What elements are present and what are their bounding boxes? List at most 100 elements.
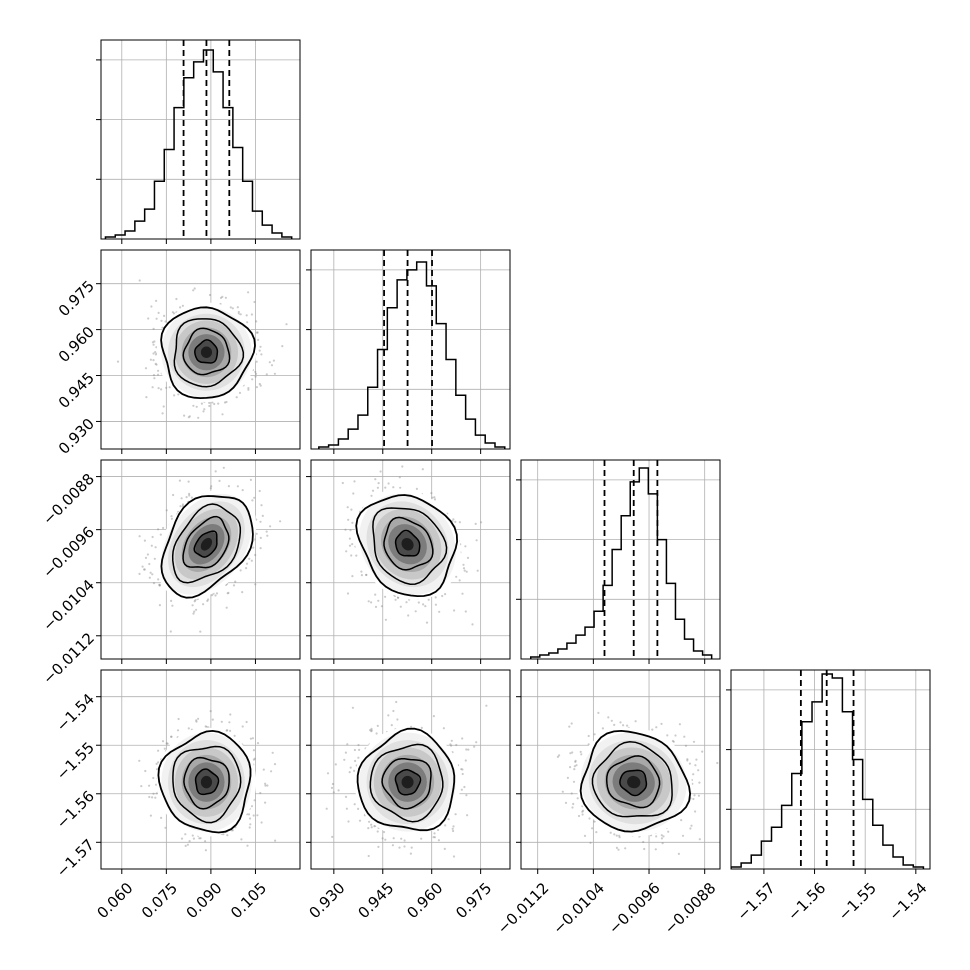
y-tick-label: −1.54 <box>53 690 98 735</box>
panel-frame <box>100 249 301 450</box>
sample-point <box>192 404 195 407</box>
sample-point <box>475 741 478 744</box>
sample-point <box>247 388 250 391</box>
sample-point <box>198 837 201 840</box>
sample-point <box>572 780 576 783</box>
y-tick-label: −1.57 <box>53 836 98 881</box>
sample-point <box>207 598 210 601</box>
sample-point <box>226 729 229 732</box>
sample-point <box>686 759 689 762</box>
sample-point <box>568 725 571 728</box>
sample-point <box>149 571 152 574</box>
sample-point <box>266 534 269 537</box>
sample-point <box>371 489 375 492</box>
scatter-panel-2-1 <box>306 459 511 664</box>
sample-point <box>256 742 260 745</box>
sample-point <box>252 758 255 761</box>
sample-point <box>415 487 418 490</box>
sample-point <box>360 570 363 573</box>
sample-point <box>350 508 353 511</box>
sample-point <box>409 852 412 855</box>
sample-point <box>463 569 466 572</box>
contour-line <box>356 727 456 832</box>
sample-point <box>417 601 420 604</box>
sample-point <box>587 734 590 738</box>
contour-line <box>160 306 256 400</box>
sample-point <box>403 839 406 842</box>
sample-point <box>370 729 373 732</box>
sample-point <box>233 734 236 738</box>
sample-point <box>253 757 256 760</box>
sample-point <box>255 386 258 389</box>
sample-point <box>241 489 244 492</box>
contour-line <box>194 339 219 364</box>
sample-point <box>674 734 677 737</box>
sample-point <box>247 291 250 294</box>
sample-point <box>396 596 400 599</box>
sample-point <box>433 496 436 499</box>
sample-point <box>569 766 572 769</box>
sample-point <box>261 514 264 518</box>
x-tick-label: −0.0104 <box>549 879 608 938</box>
sample-point <box>473 745 476 748</box>
sample-point <box>173 394 176 397</box>
sample-point <box>148 795 151 799</box>
contour-line <box>394 529 421 557</box>
sample-point <box>455 575 458 578</box>
sample-point <box>165 742 168 745</box>
sample-point <box>232 584 236 587</box>
sample-point <box>348 537 351 540</box>
sample-point <box>221 413 224 416</box>
sample-point <box>398 846 401 849</box>
sample-point <box>154 362 157 365</box>
sample-point <box>370 494 373 497</box>
sample-point <box>383 830 386 834</box>
sample-point <box>350 554 353 557</box>
sample-point <box>150 305 153 308</box>
sample-point <box>150 544 153 547</box>
sample-point <box>170 735 173 738</box>
sample-point <box>370 730 373 733</box>
y-tick-label: −1.56 <box>53 787 98 832</box>
sample-point <box>217 402 220 405</box>
panel-frame <box>520 459 721 660</box>
sample-point <box>211 594 214 597</box>
sample-point <box>453 609 456 612</box>
sample-point <box>187 727 190 730</box>
sample-point <box>396 718 399 721</box>
sample-point <box>716 761 719 765</box>
sample-point <box>353 480 356 483</box>
sample-point <box>148 576 151 579</box>
sample-point <box>211 401 214 404</box>
sample-point <box>642 840 645 844</box>
density-shading <box>156 302 257 403</box>
sample-point <box>229 306 232 309</box>
sample-point <box>152 374 156 377</box>
sample-point <box>152 352 155 355</box>
sample-point <box>171 311 174 314</box>
sample-point <box>235 396 238 399</box>
sample-point <box>326 772 330 775</box>
sample-point <box>193 287 196 290</box>
sample-point <box>175 297 178 301</box>
sample-point <box>384 838 387 841</box>
sample-point <box>471 623 474 626</box>
sample-point <box>365 573 368 577</box>
sample-point <box>214 594 217 597</box>
x-tick-label: 0.945 <box>354 879 397 922</box>
sample-point <box>354 759 357 763</box>
sample-point <box>187 480 190 483</box>
sample-point <box>164 826 167 829</box>
panel-frame <box>310 459 511 660</box>
sample-point <box>253 496 256 499</box>
sample-point <box>256 814 259 817</box>
contour-line <box>173 318 245 388</box>
histogram-panel-1 <box>306 249 511 454</box>
sample-point <box>255 360 258 363</box>
sample-point <box>155 299 158 302</box>
sample-point <box>208 404 211 408</box>
sample-point <box>582 809 585 812</box>
sample-point <box>209 710 212 713</box>
panel-frame <box>730 669 931 870</box>
contour-line <box>183 756 230 810</box>
